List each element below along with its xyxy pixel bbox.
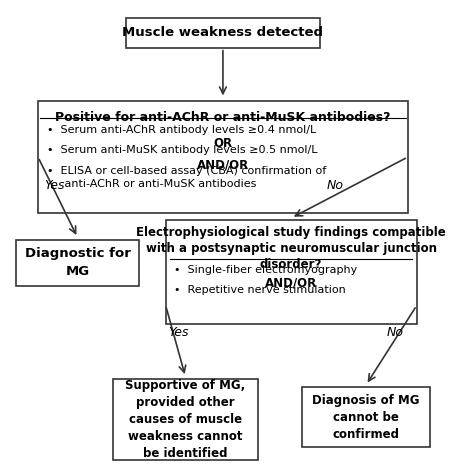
Text: Supportive of MG,
provided other
causes of muscle
weakness cannot
be identified: Supportive of MG, provided other causes … bbox=[126, 379, 246, 460]
Text: Diagnostic for
MG: Diagnostic for MG bbox=[25, 247, 130, 278]
Text: •  Serum anti-AChR antibody levels ≥0.4 nmol/L: • Serum anti-AChR antibody levels ≥0.4 n… bbox=[47, 125, 316, 135]
Text: No: No bbox=[387, 326, 404, 339]
FancyBboxPatch shape bbox=[302, 387, 430, 447]
Text: Electrophysiological study findings compatible
with a postsynaptic neuromuscular: Electrophysiological study findings comp… bbox=[137, 226, 446, 271]
FancyBboxPatch shape bbox=[38, 101, 408, 213]
Text: Muscle weakness detected: Muscle weakness detected bbox=[122, 26, 323, 39]
Text: OR: OR bbox=[213, 137, 232, 151]
Text: •  ELISA or cell-based assay (CBA) confirmation of
     anti-AChR or anti-MuSK a: • ELISA or cell-based assay (CBA) confir… bbox=[47, 166, 326, 189]
Text: Diagnosis of MG
cannot be
confirmed: Diagnosis of MG cannot be confirmed bbox=[312, 394, 420, 441]
Text: No: No bbox=[327, 179, 343, 192]
Text: AND/OR: AND/OR bbox=[197, 158, 249, 171]
Text: •  Repetitive nerve stimulation: • Repetitive nerve stimulation bbox=[174, 285, 346, 295]
Text: Positive for anti-AChR or anti-MuSK antibodies?: Positive for anti-AChR or anti-MuSK anti… bbox=[55, 111, 391, 124]
Text: •  Single-fiber electromyography: • Single-fiber electromyography bbox=[174, 265, 358, 275]
FancyBboxPatch shape bbox=[113, 379, 258, 460]
Text: AND/OR: AND/OR bbox=[265, 277, 317, 289]
Text: Yes: Yes bbox=[168, 326, 188, 339]
FancyBboxPatch shape bbox=[166, 220, 417, 324]
Text: •  Serum anti-MuSK antibody levels ≥0.5 nmol/L: • Serum anti-MuSK antibody levels ≥0.5 n… bbox=[47, 145, 317, 155]
FancyBboxPatch shape bbox=[126, 18, 320, 48]
Text: Yes: Yes bbox=[45, 179, 65, 192]
FancyBboxPatch shape bbox=[16, 240, 139, 286]
